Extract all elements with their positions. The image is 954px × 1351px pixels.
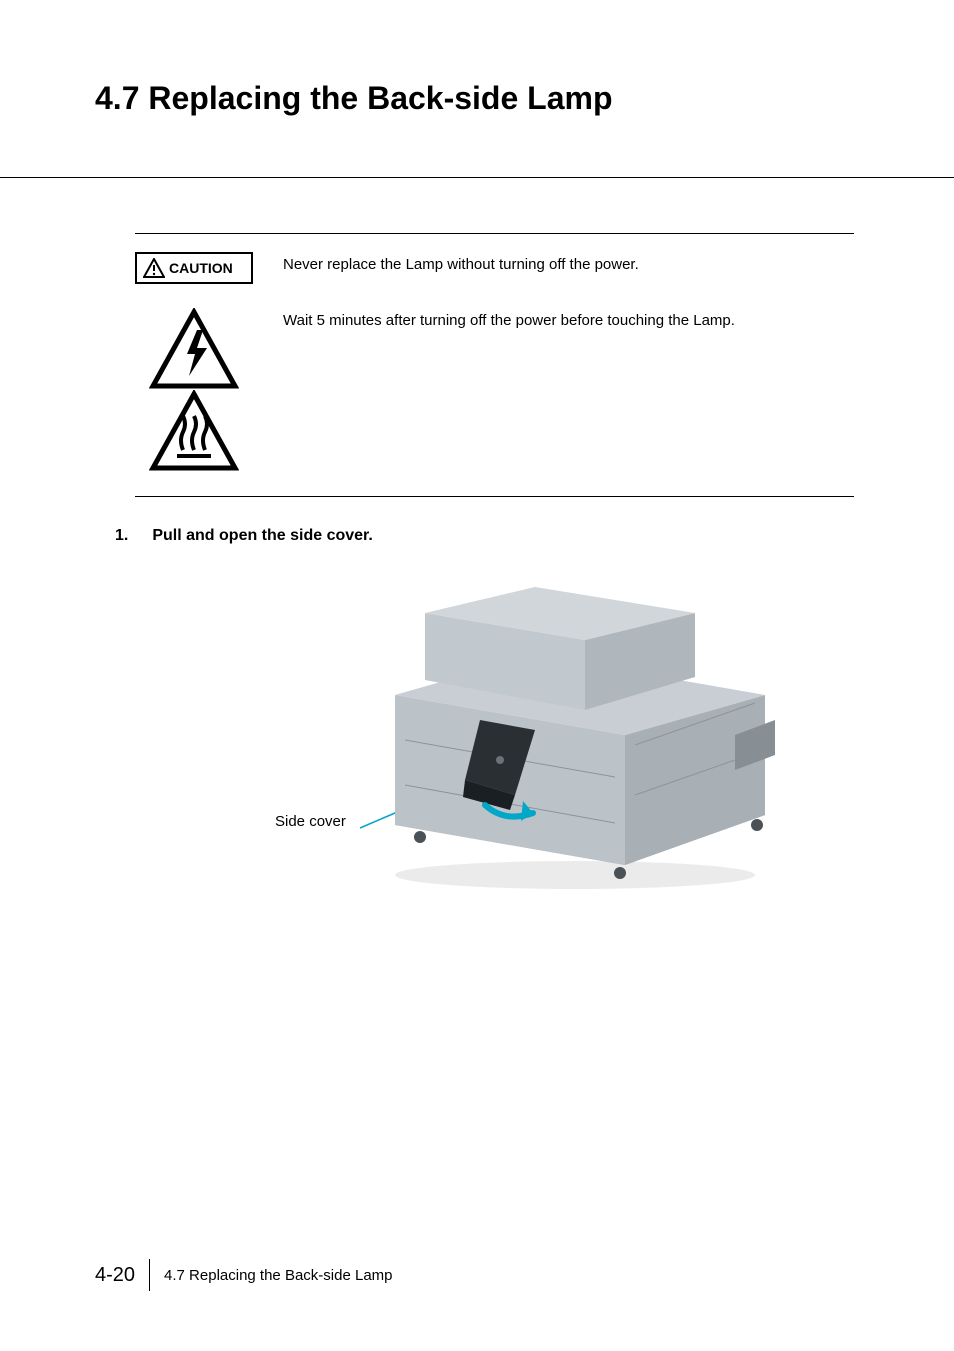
title-rule: [0, 177, 954, 178]
caution-row-2: Wait 5 minutes after turning off the pow…: [135, 308, 854, 472]
caution-text-2: Wait 5 minutes after turning off the pow…: [283, 308, 735, 331]
figure: Side cover: [175, 585, 795, 915]
step-number: 1.: [115, 527, 128, 545]
footer-separator: [149, 1259, 150, 1291]
step-text: Pull and open the side cover.: [152, 527, 373, 545]
page-container: 4.7 Replacing the Back-side Lamp CAUTION…: [0, 0, 954, 1351]
heat-warning-icon: [149, 390, 239, 472]
page-number: 4-20: [95, 1264, 135, 1287]
caution-label-box: CAUTION: [135, 252, 253, 284]
footer-text: 4.7 Replacing the Back-side Lamp: [164, 1267, 392, 1284]
step-1: 1. Pull and open the side cover.: [115, 527, 874, 545]
caution-top-rule: [135, 233, 854, 234]
caution-bottom-rule: [135, 496, 854, 497]
caution-block: CAUTION Never replace the Lamp without t…: [135, 233, 854, 497]
caution-label-text: CAUTION: [169, 260, 233, 276]
warning-icons: [135, 308, 253, 472]
shock-warning-icon: [149, 308, 239, 390]
section-title: 4.7 Replacing the Back-side Lamp: [95, 80, 874, 117]
caution-row-1: CAUTION Never replace the Lamp without t…: [135, 252, 854, 284]
page-footer: 4-20 4.7 Replacing the Back-side Lamp: [95, 1259, 393, 1291]
caution-triangle-icon: [143, 258, 165, 278]
side-cover-label: Side cover: [275, 813, 346, 830]
printer-illustration: [365, 585, 785, 895]
caution-text-1: Never replace the Lamp without turning o…: [283, 252, 639, 275]
